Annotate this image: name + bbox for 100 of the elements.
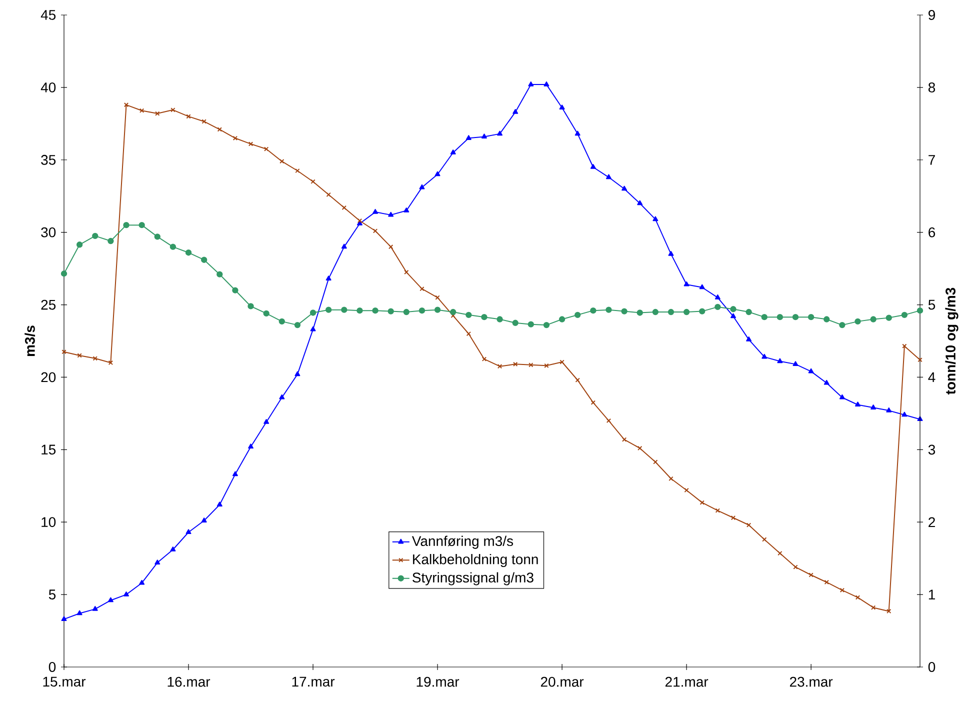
point <box>60 270 68 277</box>
point <box>855 402 860 407</box>
legend-label: Styringssignal g/m3 <box>412 572 534 586</box>
point <box>388 212 394 217</box>
point <box>482 356 487 362</box>
point <box>388 244 394 250</box>
point <box>574 130 580 136</box>
point <box>683 308 690 316</box>
point <box>76 242 83 248</box>
point <box>372 208 378 214</box>
y-tick-label: 5 <box>48 590 56 600</box>
point <box>186 529 192 534</box>
point <box>138 222 145 228</box>
point <box>870 404 876 410</box>
point <box>124 591 129 596</box>
point <box>528 321 534 328</box>
y2-tick-label: 1 <box>928 590 935 600</box>
point <box>590 164 596 169</box>
point <box>295 168 300 174</box>
point <box>217 127 222 132</box>
point <box>280 159 284 164</box>
y-tick-label: 35 <box>41 154 56 165</box>
point <box>139 580 145 585</box>
point <box>668 476 674 481</box>
point <box>730 306 736 312</box>
point <box>341 306 348 313</box>
point <box>154 560 160 564</box>
point <box>730 515 736 520</box>
point <box>590 400 596 405</box>
point <box>108 238 114 244</box>
x-tick-label: 23.mar <box>790 676 833 687</box>
point <box>170 108 176 112</box>
point <box>404 270 409 275</box>
point <box>636 310 643 316</box>
point <box>606 306 612 313</box>
point <box>528 362 534 368</box>
point <box>92 606 98 611</box>
point <box>155 111 160 116</box>
y-tick-label: 40 <box>40 82 56 92</box>
y-tick-label: 45 <box>40 10 56 20</box>
point <box>496 316 503 322</box>
point <box>108 597 114 602</box>
y2-tick-label: 3 <box>928 444 936 455</box>
x-tick-label: 15.mar <box>43 676 86 687</box>
point <box>481 134 487 138</box>
point <box>232 287 238 294</box>
legend-label: Kalkbeholdning tonn <box>413 554 538 568</box>
point <box>637 200 643 206</box>
y-tick-label: 20 <box>41 372 56 382</box>
point <box>808 368 814 374</box>
point <box>575 378 580 382</box>
point <box>341 244 347 249</box>
point <box>372 228 378 234</box>
point <box>544 363 549 368</box>
point <box>652 308 659 316</box>
point <box>232 471 238 476</box>
point <box>185 250 192 256</box>
point <box>372 307 378 314</box>
point <box>544 81 550 86</box>
x-tick-label: 21.mar <box>665 676 708 687</box>
point <box>621 308 628 314</box>
point <box>200 256 208 263</box>
point <box>77 353 82 358</box>
point <box>450 150 456 154</box>
point <box>886 407 892 412</box>
point <box>792 361 798 366</box>
point <box>278 318 285 325</box>
point <box>855 595 860 600</box>
point <box>435 295 440 300</box>
point <box>854 318 861 325</box>
y2-tick-label: 0 <box>928 662 936 672</box>
point <box>264 146 269 152</box>
y-tick-label: 15 <box>42 444 56 455</box>
point <box>512 108 518 114</box>
point <box>232 136 238 140</box>
x-tick-label: 17.mar <box>292 676 335 687</box>
y-tick-label: 30 <box>41 227 56 238</box>
point <box>886 608 892 614</box>
point <box>902 344 907 348</box>
y2-tick-label: 6 <box>928 227 936 238</box>
point <box>418 307 426 314</box>
point <box>108 360 114 366</box>
point <box>264 419 270 424</box>
point <box>746 336 752 342</box>
point <box>840 588 845 593</box>
point <box>746 522 752 528</box>
point <box>497 364 502 369</box>
point <box>263 310 270 317</box>
point <box>808 572 814 578</box>
point <box>388 308 394 314</box>
point <box>216 502 222 507</box>
point <box>543 322 550 328</box>
point <box>279 394 285 400</box>
point <box>824 380 830 385</box>
point <box>792 314 799 320</box>
point <box>560 360 564 364</box>
point <box>123 222 130 228</box>
point <box>699 284 705 290</box>
point <box>434 306 441 313</box>
legend-label: Vannføring m3/s <box>412 536 514 549</box>
